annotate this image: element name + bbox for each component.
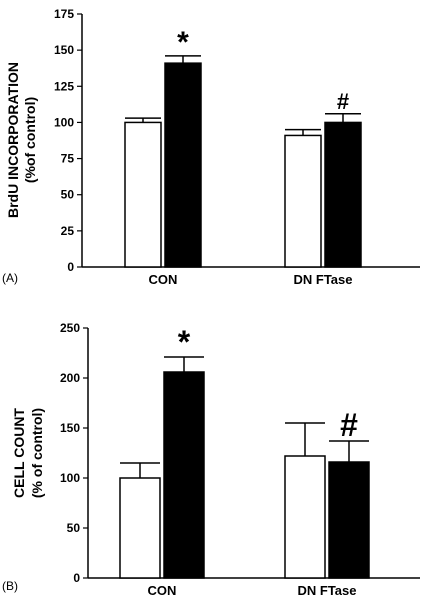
bar	[119, 477, 161, 579]
x-category-label: CON	[148, 583, 177, 598]
x-category-label: CON	[149, 272, 178, 287]
y-tick-label: 250	[60, 321, 80, 335]
y-tick-label: 150	[54, 43, 74, 57]
y-tick-label: 175	[54, 7, 74, 21]
bar	[164, 62, 202, 268]
panel-a-chart: 0 25 50 75 100 125 150 175 BrdU INCORPORATION (%o…	[2, 7, 420, 287]
x-category-label: DN FTase	[298, 583, 357, 598]
y-tick-label: 150	[60, 421, 80, 435]
y-axis-subtitle: (% of control)	[29, 408, 45, 498]
bar	[124, 121, 162, 268]
y-axis-subtitle: (%of control)	[22, 97, 38, 183]
y-tick-label: 0	[67, 260, 74, 274]
y-tick-label: 0	[73, 571, 80, 585]
y-tick-label: 200	[60, 371, 80, 385]
y-axis-title: BrdU INCORPORATION	[5, 62, 21, 218]
y-tick-label: 100	[60, 471, 80, 485]
significance-hash: #	[340, 407, 358, 443]
bar	[328, 461, 370, 579]
bar	[163, 371, 205, 579]
panel-label: (A)	[2, 271, 18, 285]
panel-label: (B)	[2, 579, 18, 593]
bar	[284, 455, 326, 579]
y-tick-label: 75	[61, 152, 75, 166]
y-axis-title: CELL COUNT	[11, 408, 27, 498]
significance-asterisk: *	[177, 26, 189, 59]
significance-hash: #	[337, 89, 349, 114]
panel-b-chart: 0 50 100 150 200 250 CELL COUNT (% of control) (…	[2, 321, 420, 598]
y-tick-label: 125	[54, 79, 74, 93]
bar	[284, 134, 322, 268]
y-tick-label: 100	[54, 115, 74, 129]
y-tick-label: 50	[61, 188, 75, 202]
bar	[324, 121, 362, 268]
x-category-label: DN FTase	[294, 272, 353, 287]
y-tick-label: 50	[67, 521, 81, 535]
y-tick-label: 25	[61, 224, 75, 238]
significance-asterisk: *	[178, 324, 191, 360]
